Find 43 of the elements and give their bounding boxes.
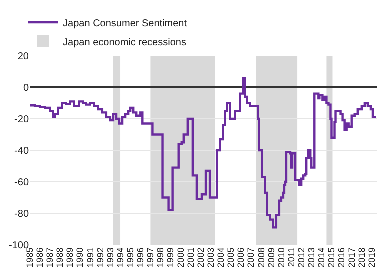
x-tick-label: 1999: [166, 248, 176, 268]
x-tick-label: 1998: [156, 248, 166, 268]
y-tick-label: -80: [14, 209, 30, 220]
x-tick-label: 2006: [236, 248, 246, 268]
x-tick-label: 2000: [176, 248, 186, 268]
x-tick-label: 2007: [246, 248, 256, 268]
x-tick-label: 2003: [206, 248, 216, 268]
x-tick-label: 2001: [186, 248, 196, 268]
x-tick-label: 2018: [356, 248, 367, 268]
x-tick-label: 2019: [366, 248, 377, 268]
x-tick-label: 1997: [146, 248, 156, 268]
x-tick-label: 2012: [296, 248, 306, 268]
x-tick-label: 1985: [24, 248, 35, 268]
x-tick-label: 2009: [266, 248, 276, 268]
x-tick-label: 1990: [75, 248, 86, 268]
y-tick-label: 0: [23, 83, 30, 94]
x-tick-label: 2005: [226, 248, 236, 268]
x-tick-label: 2010: [276, 248, 286, 268]
x-tick-label: 1989: [65, 248, 76, 268]
x-tick-label: 2004: [216, 248, 226, 268]
x-tick-label: 1996: [136, 248, 146, 268]
y-tick-label: -20: [14, 114, 30, 126]
x-tick-label: 1994: [115, 248, 126, 268]
x-tick-label: 2016: [336, 248, 347, 268]
x-tick-label: 2014: [316, 248, 327, 268]
x-tick-label: 1988: [55, 248, 66, 268]
y-tick-label: -60: [14, 178, 30, 188]
x-tick-label: 2017: [346, 248, 357, 268]
x-tick-label: 2011: [286, 248, 296, 268]
x-tick-label: 1993: [105, 248, 116, 268]
x-tick-label: 2008: [256, 248, 266, 268]
x-tick-label: 1986: [34, 248, 45, 268]
x-tick-label: 1992: [95, 248, 106, 268]
x-tick-label: 1995: [126, 248, 136, 268]
y-tick-label: -40: [14, 146, 30, 157]
y-tick-label: 20: [18, 52, 30, 62]
x-tick-label: 1987: [45, 248, 56, 268]
x-tick-label: 2015: [326, 248, 337, 268]
x-tick-label: 2002: [196, 248, 206, 268]
legend-label: Japan Consumer Sentiment: [63, 18, 188, 30]
band-label: Japan economic recessions: [63, 37, 186, 48]
x-tick-label: 2013: [306, 248, 317, 268]
x-tick-label: 1991: [85, 248, 96, 268]
